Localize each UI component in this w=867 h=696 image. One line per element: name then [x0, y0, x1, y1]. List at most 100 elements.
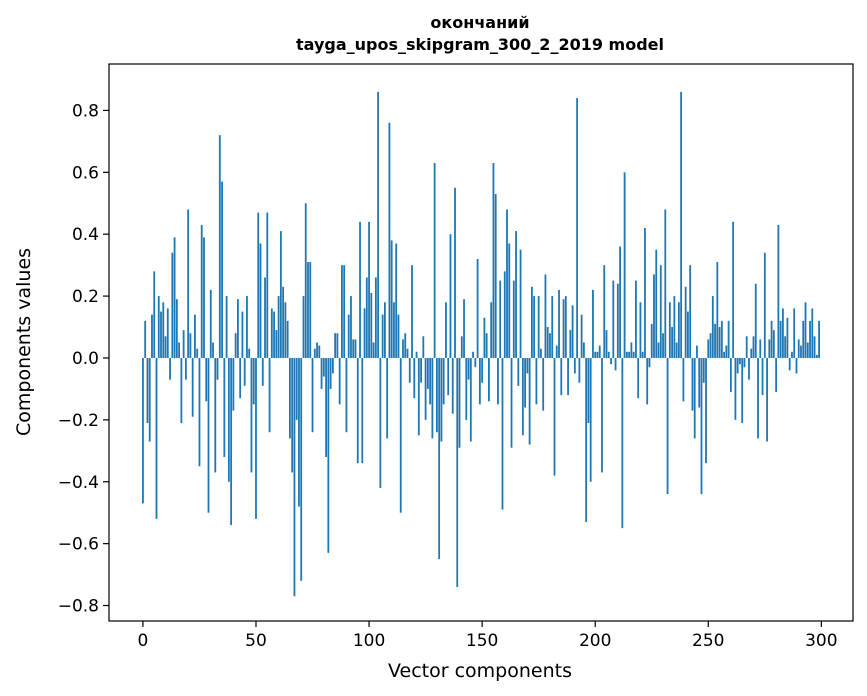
bar-64	[286, 320, 289, 358]
bar-83	[329, 357, 332, 389]
bar-72	[304, 203, 307, 358]
bar-27	[203, 237, 205, 358]
x-tick-label: 250	[692, 631, 724, 651]
bar-222	[644, 228, 646, 358]
bar-112	[395, 243, 398, 358]
bar-173	[533, 296, 536, 358]
bar-103	[374, 277, 377, 358]
bar-249	[705, 357, 707, 464]
bar-217	[632, 351, 635, 358]
bar-41	[234, 333, 237, 358]
bar-141	[460, 336, 463, 358]
bar-80	[322, 357, 325, 377]
bar-187	[564, 296, 567, 358]
bar-269	[750, 348, 753, 358]
bar-294	[806, 342, 809, 358]
bar-2	[146, 357, 149, 423]
bar-115	[402, 339, 404, 358]
bar-218	[635, 280, 637, 358]
bar-14	[173, 237, 176, 358]
bar-159	[501, 357, 504, 510]
bar-201	[596, 351, 599, 358]
bar-203	[601, 357, 603, 473]
bar-221	[641, 351, 644, 358]
bar-96	[359, 221, 361, 358]
bar-152	[485, 333, 488, 358]
bar-154	[490, 302, 493, 358]
bar-104	[377, 91, 380, 358]
bar-284	[784, 336, 787, 358]
bar-204	[603, 265, 606, 358]
bar-140	[458, 357, 461, 448]
bar-191	[573, 357, 576, 374]
bar-225	[650, 323, 653, 358]
bar-179	[546, 327, 549, 358]
bar-133	[442, 357, 445, 405]
bar-265	[741, 357, 744, 423]
bar-51	[257, 212, 260, 358]
bar-38	[227, 357, 230, 482]
bar-15	[175, 299, 178, 358]
bar-19	[184, 357, 187, 380]
bar-28	[205, 357, 208, 402]
bar-270	[752, 336, 755, 358]
bar-274	[761, 357, 764, 396]
bar-200	[594, 351, 597, 358]
bar-251	[709, 333, 712, 358]
bar-39	[230, 357, 233, 526]
bar-113	[397, 314, 400, 358]
bar-254	[716, 262, 719, 358]
y-tick-label: 0.2	[72, 287, 99, 307]
bar-290	[797, 339, 800, 358]
bars-group	[142, 91, 820, 597]
bar-233	[668, 302, 671, 358]
bar-100	[368, 221, 370, 358]
bar-109	[388, 122, 391, 358]
bar-17	[180, 357, 183, 423]
bar-257	[723, 351, 726, 358]
bar-160	[503, 271, 506, 358]
bar-210	[616, 283, 619, 358]
bar-263	[736, 357, 739, 374]
bar-77	[316, 342, 318, 358]
y-tick-label: −0.6	[58, 535, 99, 555]
bar-82	[327, 357, 330, 553]
bar-243	[691, 357, 694, 411]
bar-134	[445, 302, 447, 358]
bar-228	[657, 342, 660, 358]
bar-76	[313, 348, 316, 358]
bar-124	[422, 336, 425, 358]
bar-158	[499, 280, 502, 358]
bar-61	[279, 231, 282, 358]
bar-167	[519, 249, 522, 358]
bar-273	[759, 339, 762, 358]
bar-183	[555, 345, 558, 358]
bar-286	[788, 357, 791, 371]
y-tick-label: −0.8	[58, 597, 99, 617]
bar-123	[420, 357, 422, 383]
bar-272	[757, 357, 759, 439]
bar-256	[720, 320, 723, 358]
bar-144	[467, 357, 470, 380]
bar-129	[433, 163, 436, 358]
bar-226	[653, 274, 655, 358]
bar-116	[404, 333, 407, 358]
bar-261	[732, 221, 735, 358]
bar-268	[748, 357, 750, 380]
bar-106	[381, 314, 384, 358]
x-axis-label: Vector components	[388, 660, 572, 682]
bar-84	[331, 357, 334, 374]
bar-75	[311, 357, 314, 433]
x-axis-ticks: 0 50 100 150 200 250 300	[138, 621, 838, 651]
bar-24	[196, 348, 199, 358]
bar-297	[813, 336, 816, 358]
bar-244	[693, 357, 696, 439]
x-tick-label: 300	[805, 631, 837, 651]
bar-47	[248, 348, 251, 358]
bar-172	[530, 286, 533, 358]
bar-169	[524, 357, 527, 408]
bar-108	[386, 357, 389, 439]
bar-182	[553, 357, 556, 476]
bar-196	[585, 357, 588, 522]
bar-31	[212, 342, 214, 358]
